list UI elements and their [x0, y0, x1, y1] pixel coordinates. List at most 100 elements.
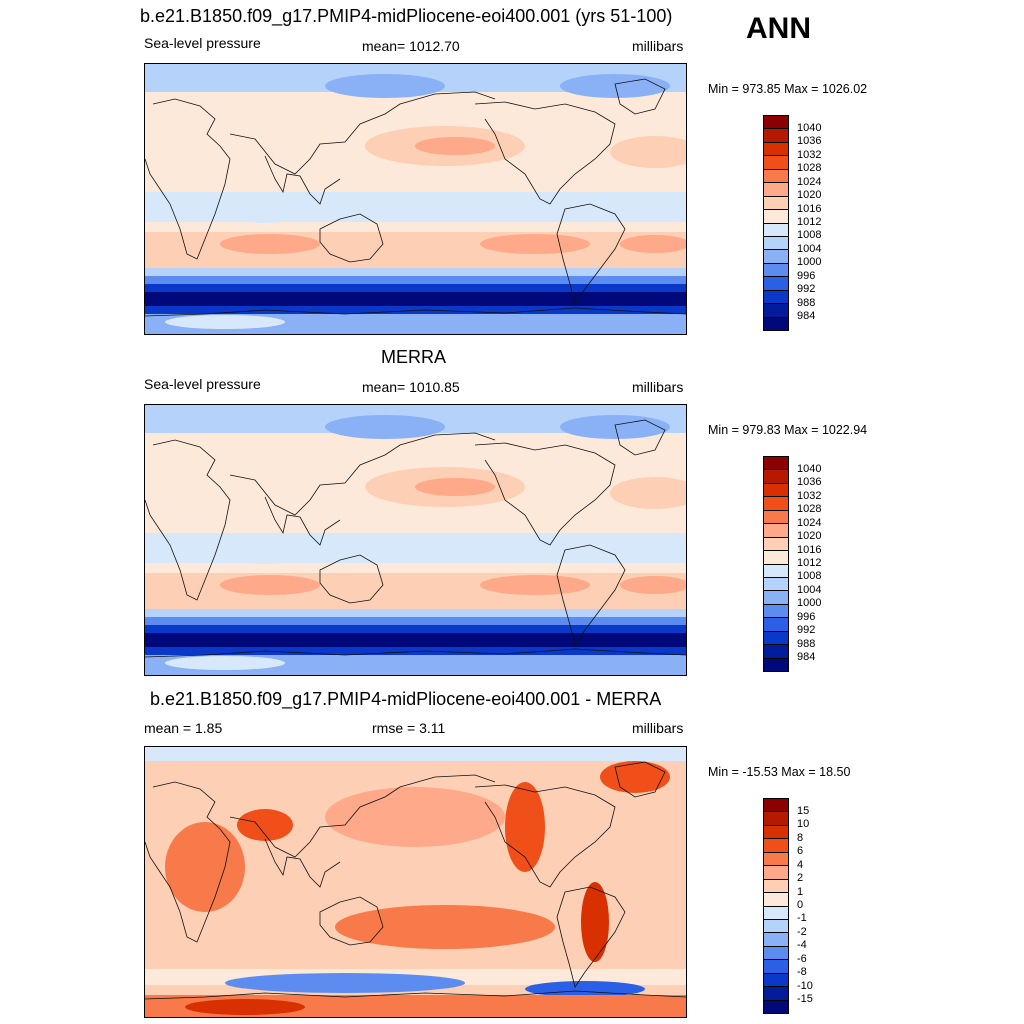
storm-track-edge [145, 609, 686, 619]
panel-1-units-label: millibars [632, 38, 684, 54]
colorbar-swatch [763, 590, 789, 605]
storm-track-2 [145, 284, 686, 294]
storm-track-1 [145, 617, 686, 627]
colorbar-tick-label: -10 [797, 979, 813, 992]
panel-2-mean-label: mean= 1010.85 [362, 379, 460, 395]
colorbar-tick-label: 4 [797, 858, 804, 871]
colorbar-swatch [763, 222, 789, 237]
colorbar-swatch [763, 128, 789, 143]
colorbar-tick-label: 1024 [797, 175, 822, 188]
pacific-high-core [415, 137, 495, 155]
colorbar-swatch [763, 999, 789, 1014]
icelandic-low [560, 415, 670, 439]
atlantic-south-high [620, 235, 686, 253]
panel-2-variable-label: Sea-level pressure [144, 376, 261, 392]
colorbar-tick-label: -15 [797, 993, 813, 1006]
colorbar-swatch [763, 959, 789, 974]
coastlines [145, 761, 686, 1000]
colorbar-tick-label: 984 [797, 651, 816, 664]
colorbar-swatch [763, 798, 789, 813]
storm-track-edge [145, 268, 686, 278]
diff-south-pacific [335, 905, 555, 949]
colorbar-tick-label: 988 [797, 637, 816, 650]
colorbar-tick-label: 996 [797, 269, 816, 282]
colorbar-swatch [763, 115, 789, 130]
panel-3-map-svg [145, 747, 686, 1017]
panel-2-map [144, 404, 687, 676]
colorbar-tick-label: 10 [797, 818, 810, 831]
colorbar-swatch [763, 824, 789, 840]
season-label: ANN [746, 12, 811, 45]
panel-3-map [144, 746, 687, 1018]
colorbar-tick-label: 988 [797, 296, 816, 309]
antarctic-high [165, 656, 285, 670]
colorbar-tick-label: 2 [797, 872, 804, 885]
colorbar-swatch [763, 838, 789, 853]
colorbar-swatch [763, 276, 789, 291]
circumpolar-trough [145, 633, 686, 647]
colorbar-swatch [763, 865, 789, 880]
colorbar-tick-label: 1000 [797, 597, 822, 610]
atlantic-high [610, 477, 686, 509]
colorbar-tick-label: 1000 [797, 256, 822, 269]
colorbar-swatch [763, 905, 789, 920]
atlantic-south-high [620, 576, 686, 594]
colorbar-swatch [763, 603, 789, 619]
colorbar-tick-label: -6 [797, 952, 807, 965]
colorbar-swatch [763, 469, 789, 484]
colorbar-swatch [763, 630, 789, 646]
panel-3-units-label: millibars [632, 720, 684, 736]
colorbar-tick-label: 992 [797, 283, 816, 296]
colorbar-swatch [763, 523, 789, 538]
diff-greenland [600, 761, 670, 793]
pacific-south-high [480, 575, 590, 595]
panel-1-title: b.e21.B1850.f09_g17.PMIP4-midPliocene-eo… [140, 6, 673, 26]
colorbar-swatch [763, 316, 789, 331]
panel-2-units-label: millibars [632, 379, 684, 395]
colorbar-swatch [763, 550, 789, 565]
panel-2-map-svg [145, 405, 686, 675]
colorbar-swatch [763, 878, 789, 894]
colorbar-swatch [763, 657, 789, 672]
colorbar-swatch [763, 303, 789, 318]
colorbar-swatch [763, 811, 789, 826]
colorbar-swatch [763, 209, 789, 224]
colorbar-tick-label: 1008 [797, 229, 822, 242]
colorbar-tick-label: 1040 [797, 121, 822, 134]
colorbar-tick-label: -1 [797, 912, 807, 925]
colorbar-tick-label: 6 [797, 845, 804, 858]
colorbar-swatch [763, 972, 789, 988]
diff-africa [165, 822, 245, 912]
colorbar-swatch [763, 195, 789, 211]
storm-track-2 [145, 625, 686, 635]
panel-3-colorbar: 15 10 8 6 4 2 1 0 -1 -2 -4 -6 -8 -10 -15 [763, 798, 833, 1014]
colorbar-tick-label: 1024 [797, 516, 822, 529]
colorbar-tick-label: 1020 [797, 530, 822, 543]
colorbar-tick-label: 0 [797, 899, 804, 911]
aleutian-low [325, 74, 445, 98]
diff-antarctica-pos [185, 999, 305, 1015]
colorbar-swatch [763, 168, 789, 184]
antarctic-band [145, 314, 686, 334]
colorbar-tick-label: 1032 [797, 489, 822, 502]
colorbar-swatch [763, 289, 789, 305]
colorbar-swatch [763, 932, 789, 947]
colorbar-swatch [763, 892, 789, 907]
colorbar-tick-label: 1012 [797, 557, 822, 569]
storm-track-1 [145, 276, 686, 286]
colorbar-tick-label: 15 [797, 804, 810, 817]
indian-high [220, 234, 320, 254]
colorbar-tick-label: -4 [797, 939, 807, 952]
colorbar-swatch [763, 249, 789, 264]
colorbar-tick-label: 1016 [797, 543, 822, 556]
coastlines [145, 419, 686, 658]
indian-trough [220, 195, 310, 223]
colorbar-swatch [763, 851, 789, 867]
colorbar-tick-label: 1028 [797, 503, 822, 516]
colorbar-swatch [763, 155, 789, 170]
colorbar-tick-label: 996 [797, 610, 816, 623]
colorbar-swatch [763, 644, 789, 659]
panel-2-minmax: Min = 979.83 Max = 1022.94 [708, 423, 868, 437]
colorbar-swatch [763, 182, 789, 197]
panel-1-variable-label: Sea-level pressure [144, 35, 261, 51]
